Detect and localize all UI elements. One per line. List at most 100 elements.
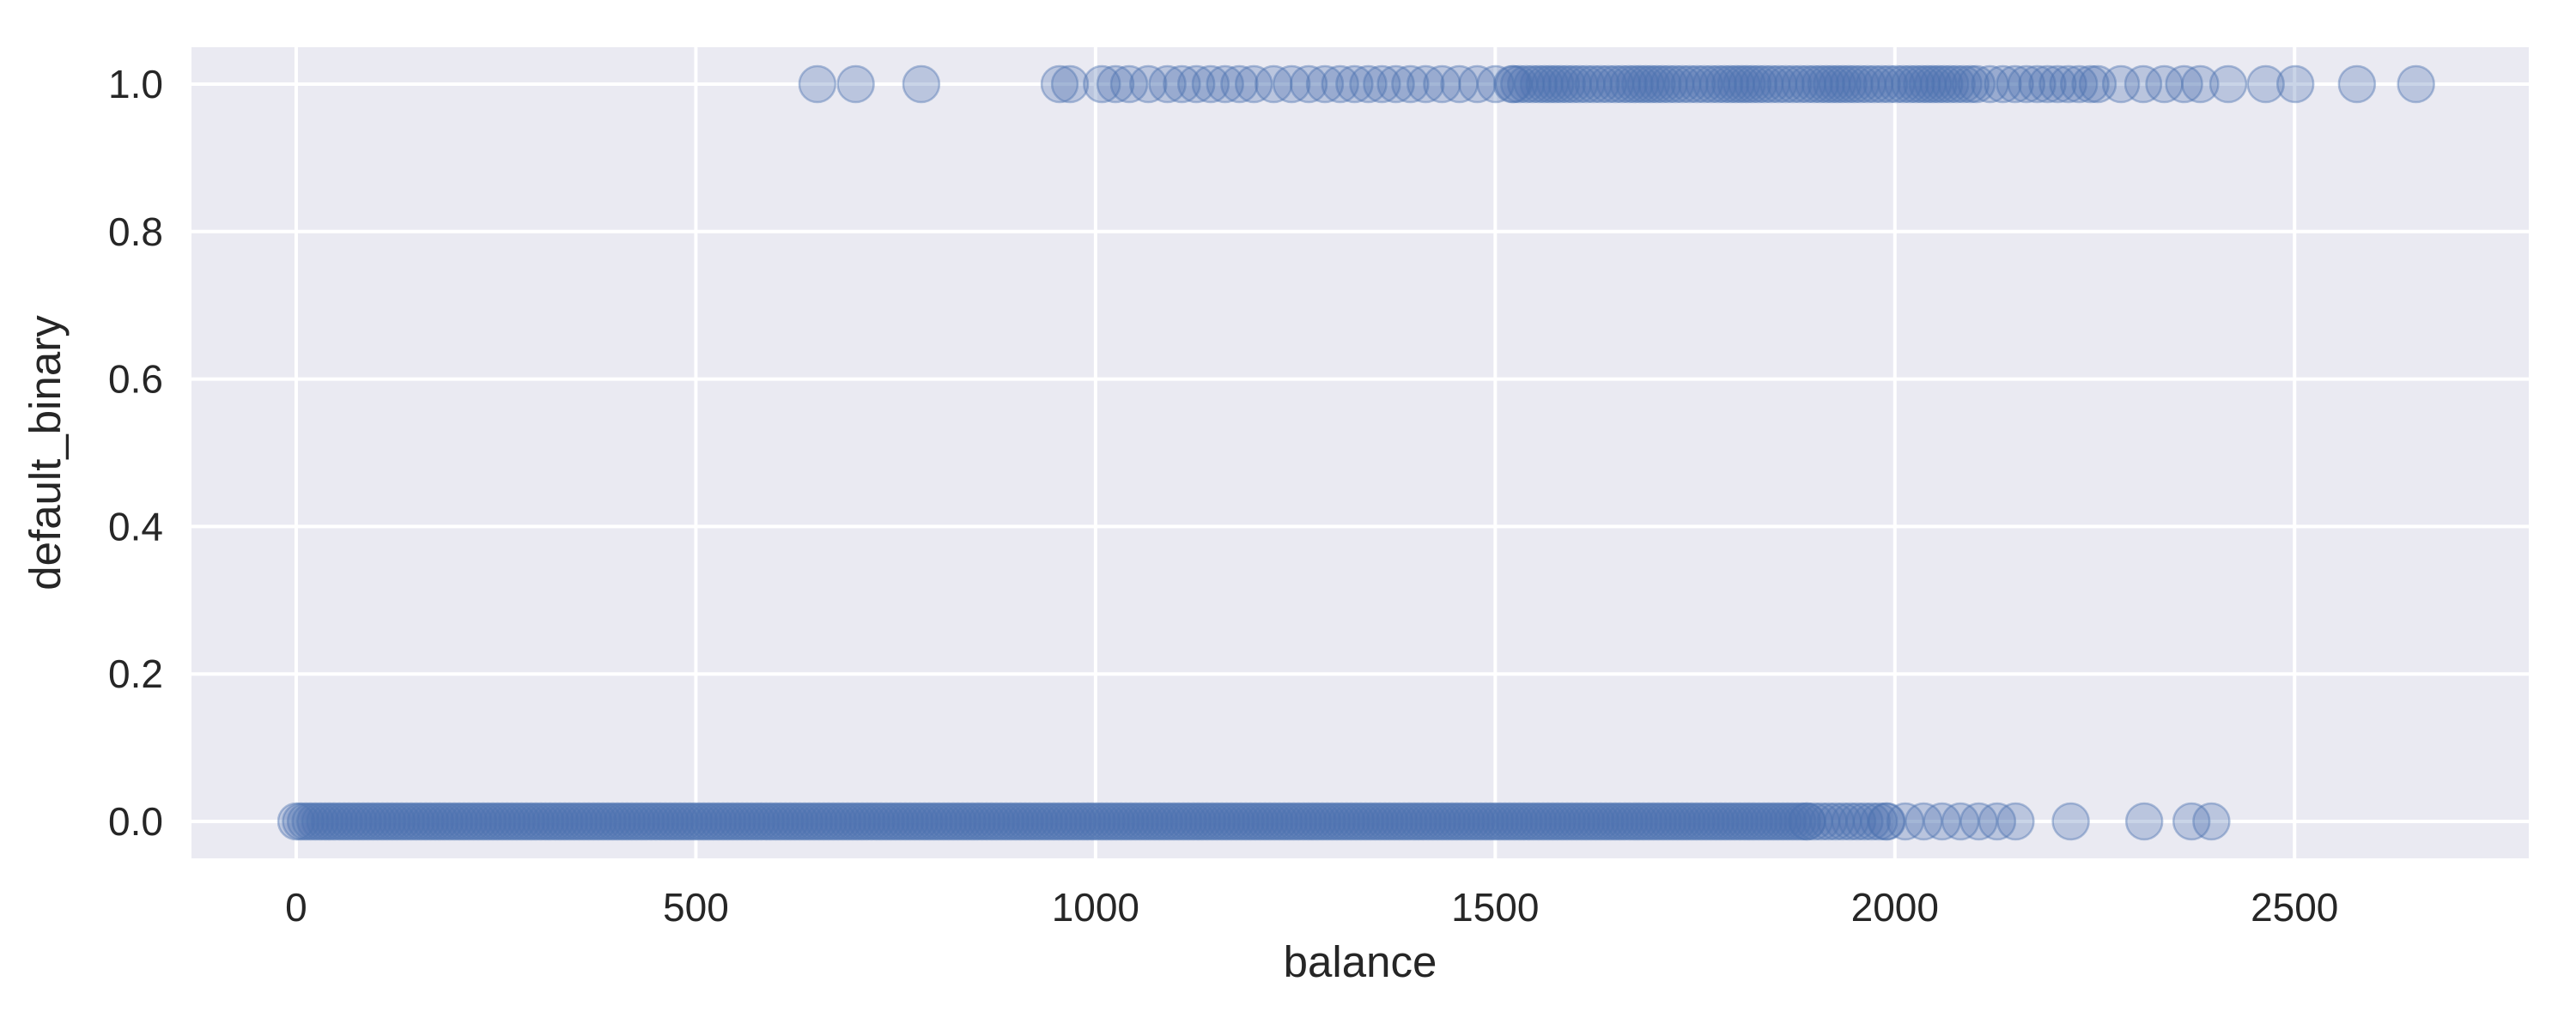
data-point xyxy=(306,802,344,841)
data-point xyxy=(886,802,925,841)
data-point xyxy=(2078,64,2117,104)
data-point xyxy=(684,802,723,841)
data-point xyxy=(1525,64,1564,104)
data-point xyxy=(1577,802,1615,841)
data-point xyxy=(349,802,387,841)
data-point xyxy=(1923,802,1961,841)
data-point xyxy=(968,802,1006,841)
data-point xyxy=(2208,64,2248,104)
data-point xyxy=(2246,64,2285,104)
data-point xyxy=(1801,64,1840,104)
x-tick-label: 2000 xyxy=(1851,885,1939,930)
data-point xyxy=(1025,802,1064,841)
data-point xyxy=(953,802,992,841)
data-point xyxy=(1615,802,1654,841)
data-point xyxy=(732,802,771,841)
data-point xyxy=(2192,802,2231,841)
data-point xyxy=(286,802,325,841)
data-point xyxy=(1404,802,1443,841)
data-point xyxy=(1777,802,1817,841)
data-point xyxy=(1957,64,1996,104)
data-point xyxy=(794,802,834,841)
data-point xyxy=(1978,802,2017,841)
data-point xyxy=(727,802,767,841)
data-point xyxy=(991,802,1030,841)
data-point xyxy=(2172,802,2211,841)
data-point xyxy=(276,802,316,841)
data-point xyxy=(1626,64,1665,104)
data-point xyxy=(1510,802,1548,841)
data-point xyxy=(1768,802,1807,841)
data-point xyxy=(512,802,550,841)
data-point xyxy=(488,802,526,841)
data-point xyxy=(1859,802,1899,841)
data-point xyxy=(1706,802,1745,841)
data-point xyxy=(1178,802,1218,841)
data-point xyxy=(1788,802,1826,841)
data-point xyxy=(1212,802,1251,841)
data-point xyxy=(1697,802,1735,841)
data-point xyxy=(373,802,411,841)
data-point xyxy=(1781,64,1820,104)
data-point xyxy=(1245,802,1285,841)
data-point xyxy=(593,802,632,841)
data-point xyxy=(1140,802,1179,841)
data-point xyxy=(1068,802,1107,841)
data-point xyxy=(1234,64,1273,104)
data-point xyxy=(603,802,642,841)
data-point xyxy=(1710,64,1750,104)
data-point xyxy=(469,802,507,841)
data-point xyxy=(1255,64,1293,104)
data-point xyxy=(440,802,479,841)
data-point xyxy=(1735,802,1774,841)
data-point xyxy=(1048,802,1088,841)
data-point xyxy=(1692,64,1731,104)
data-point xyxy=(1809,802,1848,841)
data-point xyxy=(909,802,949,841)
data-point xyxy=(881,802,920,841)
data-point xyxy=(703,802,743,841)
data-point xyxy=(1795,64,1833,104)
data-point xyxy=(564,802,604,841)
data-point xyxy=(1591,802,1630,841)
data-point xyxy=(483,802,522,841)
data-point xyxy=(771,802,810,841)
data-point xyxy=(651,802,690,841)
scatter-series-y0 xyxy=(276,802,2231,841)
data-point xyxy=(1536,64,1575,104)
data-point xyxy=(933,802,973,841)
data-point xyxy=(478,802,517,841)
data-point xyxy=(1944,64,1983,104)
data-point xyxy=(1220,64,1259,104)
data-point xyxy=(1164,802,1203,841)
data-point xyxy=(1673,802,1711,841)
data-point xyxy=(354,802,392,841)
data-point xyxy=(766,802,805,841)
data-point xyxy=(1337,802,1376,841)
data-point xyxy=(1500,802,1539,841)
data-point xyxy=(2071,64,2110,104)
data-point xyxy=(829,802,867,841)
data-point xyxy=(636,802,676,841)
data-point xyxy=(1308,802,1347,841)
data-point xyxy=(1363,64,1401,104)
data-point xyxy=(1236,802,1275,841)
data-point xyxy=(1198,802,1236,841)
data-point xyxy=(1231,802,1270,841)
data-point xyxy=(1941,802,1980,841)
data-point xyxy=(1589,64,1628,104)
data-point xyxy=(1376,64,1415,104)
data-point xyxy=(1365,802,1405,841)
data-point xyxy=(1303,802,1342,841)
data-point xyxy=(1494,64,1534,104)
x-tick-label: 2500 xyxy=(2251,885,2338,930)
data-point xyxy=(2018,64,2057,104)
data-point xyxy=(627,802,665,841)
data-point xyxy=(1722,64,1761,104)
data-point xyxy=(1813,64,1851,104)
data-point xyxy=(1321,64,1359,104)
data-point xyxy=(1458,64,1497,104)
data-point xyxy=(833,802,872,841)
data-point xyxy=(555,802,594,841)
data-point xyxy=(1908,64,1947,104)
